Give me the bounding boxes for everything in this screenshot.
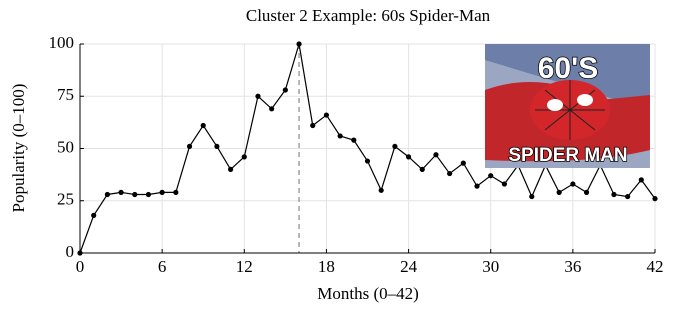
- data-point: [474, 183, 480, 189]
- data-point: [173, 189, 179, 195]
- data-point: [583, 189, 590, 195]
- data-point: [351, 137, 357, 143]
- x-tick-label: 30: [482, 257, 499, 276]
- data-point: [405, 154, 412, 160]
- data-point: [227, 166, 234, 172]
- data-point: [570, 181, 576, 187]
- x-tick-label: 24: [400, 257, 418, 276]
- data-point: [433, 152, 439, 158]
- data-point: [310, 122, 316, 129]
- x-tick-label: 18: [318, 257, 335, 276]
- x-axis-label: Months (0–42): [317, 284, 419, 303]
- data-point: [104, 191, 110, 198]
- data-point: [488, 173, 494, 179]
- y-axis-label: Popularity (0–100): [9, 84, 28, 213]
- data-point: [460, 160, 466, 166]
- image-text: SPIDER MAN: [508, 145, 627, 166]
- data-point: [118, 189, 124, 195]
- x-tick-label: 36: [564, 257, 581, 276]
- image-shape: [577, 94, 593, 106]
- data-point: [282, 87, 288, 93]
- data-point: [255, 93, 261, 99]
- data-point: [378, 187, 384, 193]
- data-point: [638, 177, 644, 183]
- data-point: [501, 181, 508, 187]
- y-tick-label: 0: [66, 242, 75, 261]
- data-point: [337, 133, 343, 139]
- data-point: [132, 191, 138, 198]
- y-tick-label: 100: [49, 33, 75, 52]
- data-point: [323, 112, 330, 118]
- x-tick-label: 6: [158, 257, 167, 276]
- data-point: [159, 189, 165, 195]
- plot: [77, 41, 658, 256]
- data-point: [214, 143, 220, 150]
- y-tick-label: 75: [57, 85, 74, 104]
- data-point: [447, 170, 453, 177]
- data-point: [392, 143, 398, 150]
- x-tick-label: 42: [647, 257, 664, 276]
- image-shape: [547, 99, 563, 111]
- data-point: [652, 196, 658, 202]
- inset-image: 60'S SPIDER MAN: [485, 44, 650, 168]
- data-point: [296, 41, 302, 47]
- chart-title: Cluster 2 Example: 60s Spider-Man: [246, 6, 491, 25]
- x-tick-label: 12: [236, 257, 253, 276]
- axis-frame: [79, 44, 655, 254]
- data-point: [611, 191, 617, 198]
- data-point: [269, 106, 275, 112]
- data-point: [625, 193, 631, 200]
- data-point: [529, 193, 535, 200]
- axes: 0 25 50 75 100 0 6 12 18 24 30 36 42: [49, 33, 664, 276]
- image-text: 60'S: [538, 52, 599, 85]
- data-point: [200, 122, 206, 129]
- data-point: [241, 154, 247, 160]
- data-point: [91, 212, 97, 218]
- image-shape: [535, 80, 605, 140]
- y-tick-label: 25: [57, 190, 74, 209]
- data-point: [364, 158, 371, 164]
- data-point: [145, 191, 152, 198]
- data-point: [186, 143, 193, 150]
- x-tick-label: 0: [76, 257, 85, 276]
- data-point: [419, 166, 425, 172]
- data-point: [556, 189, 562, 195]
- y-tick-label: 50: [57, 137, 74, 156]
